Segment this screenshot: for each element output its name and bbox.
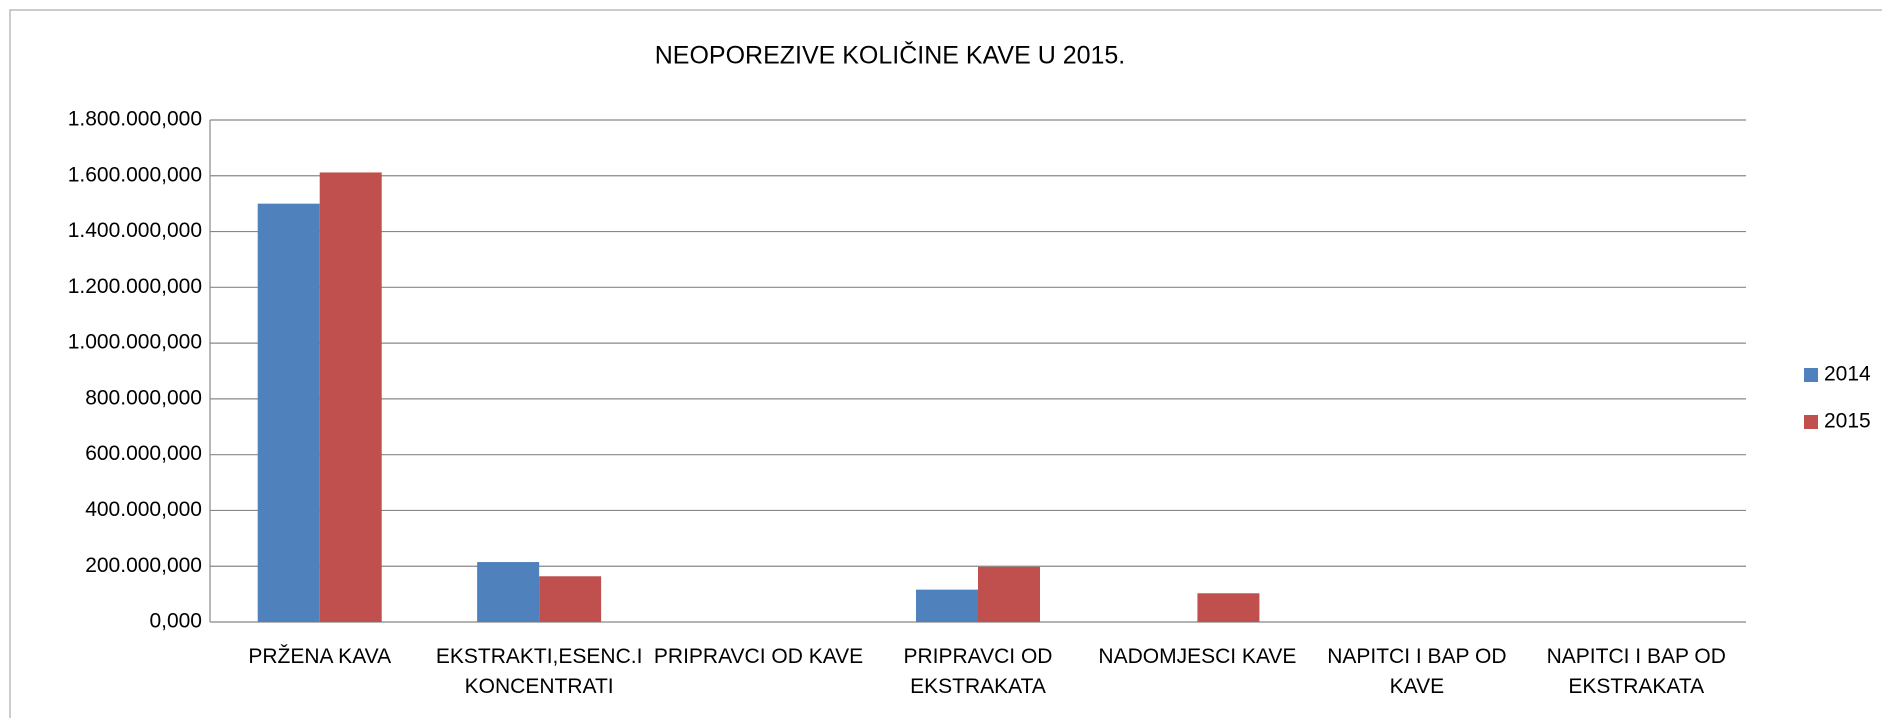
y-tick-label: 800.000,000	[85, 386, 202, 409]
bar	[257, 203, 320, 622]
x-tick-label: NAPITCI I BAP OD KAVE	[1327, 645, 1507, 698]
legend-label: 2015	[1824, 410, 1871, 433]
legend-swatch	[1804, 415, 1818, 429]
y-tick-label: 200.000,000	[85, 554, 202, 577]
bar	[916, 589, 978, 622]
y-tick-label: 1.400.000,000	[68, 219, 202, 242]
legend-label: 2014	[1824, 363, 1871, 386]
x-tick-label: NADOMJESCI KAVE	[1098, 645, 1297, 668]
chart-title: NEOPOREZIVE KOLIČINE KAVE U 2015.	[655, 41, 1126, 70]
bar	[1197, 593, 1260, 622]
y-tick-label: 0,000	[149, 610, 202, 633]
x-tick-label: PRŽENA KAVA	[248, 645, 392, 668]
y-tick-label: 1.600.000,000	[68, 163, 202, 186]
bar	[539, 576, 602, 622]
x-tick-label: NAPITCI I BAP OD EKSTRAKATA	[1546, 645, 1726, 698]
x-tick-label: PRIPRAVCI OD EKSTRAKATA	[903, 645, 1053, 698]
legend-swatch	[1804, 368, 1818, 382]
y-tick-label: 600.000,000	[85, 442, 202, 465]
y-tick-label: 1.000.000,000	[68, 331, 202, 354]
x-tick-label: PRIPRAVCI OD KAVE	[653, 645, 864, 668]
bar	[978, 566, 1040, 622]
y-tick-label: 1.800.000,000	[68, 108, 202, 131]
bar	[477, 562, 540, 622]
y-tick-label: 1.200.000,000	[68, 275, 202, 298]
y-tick-label: 400.000,000	[85, 498, 202, 521]
x-tick-label: EKSTRAKTI,ESENC.I KONCENTRATI	[435, 645, 643, 698]
bar	[319, 172, 382, 623]
